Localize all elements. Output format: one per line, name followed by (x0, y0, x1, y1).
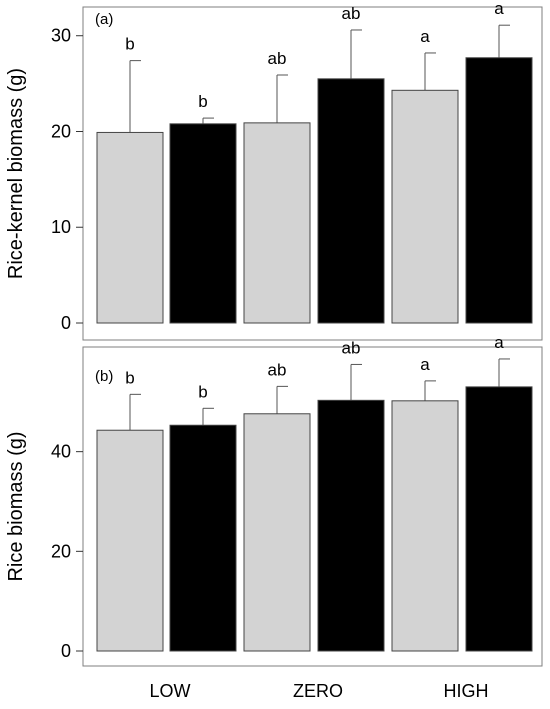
significance-label: b (198, 382, 207, 401)
bar (317, 399, 385, 652)
significance-label: ab (268, 49, 287, 68)
significance-label: ab (342, 338, 361, 357)
chart-panel-b: 0 20 40 Rice biomass (g) (b) b b ab ab a a (5, 333, 543, 667)
y-tick-label: 30 (51, 26, 71, 46)
significance-label: b (125, 35, 134, 54)
chart-panel-a: 0 10 20 30 Rice-kernel biomass (g) (a) b b ab ab a… (5, 0, 543, 341)
bar (391, 400, 459, 652)
y-tick-label: 10 (51, 217, 71, 237)
x-category-label: ZERO (293, 681, 343, 701)
bar (465, 57, 533, 324)
bar (243, 122, 311, 324)
y-axis-label: Rice biomass (g) (5, 431, 27, 581)
y-tick-label: 0 (61, 313, 71, 333)
significance-label: b (125, 368, 134, 387)
y-tick-label: 20 (51, 121, 71, 141)
bar (391, 89, 459, 324)
significance-label: a (420, 355, 430, 374)
bar (96, 131, 164, 324)
significance-label: ab (342, 4, 361, 23)
panel-label: (a) (95, 11, 113, 28)
bar (317, 78, 385, 324)
significance-label: b (198, 92, 207, 111)
significance-label: ab (268, 360, 287, 379)
bar (169, 424, 237, 652)
y-tick-label: 40 (51, 442, 71, 462)
x-category-label: LOW (149, 681, 190, 701)
y-axis-label: Rice-kernel biomass (g) (5, 68, 27, 279)
y-tick-label: 0 (61, 641, 71, 661)
y-tick-label: 20 (51, 541, 71, 561)
x-category-label: HIGH (444, 681, 489, 701)
plot-frame (82, 6, 543, 341)
bar (465, 386, 533, 652)
bar (169, 123, 237, 324)
plot-frame (82, 346, 543, 667)
significance-label: a (420, 27, 430, 46)
panel-label: (b) (95, 368, 113, 385)
bar (96, 429, 164, 652)
bar (243, 413, 311, 652)
significance-label: a (494, 0, 504, 18)
significance-label: a (494, 333, 504, 352)
